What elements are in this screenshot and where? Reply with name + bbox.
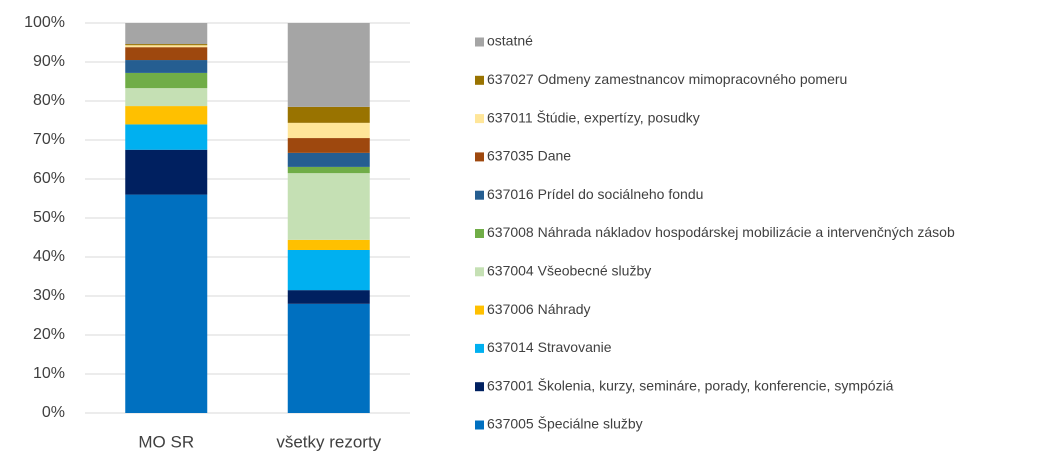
y-tick-label: 10% xyxy=(33,365,65,382)
legend-label: ostatné xyxy=(487,33,533,49)
legend-label: 637008 Náhrada nákladov hospodárskej mob… xyxy=(487,224,955,240)
legend-label: 637027 Odmeny zamestnancov mimopracovnéh… xyxy=(487,71,847,87)
legend-swatch xyxy=(475,420,484,430)
bar-segment xyxy=(125,45,208,48)
legend-label: 637011 Štúdie, expertízy, posudky xyxy=(487,109,700,125)
y-tick-label: 100% xyxy=(24,14,65,31)
bar-segment xyxy=(125,60,208,73)
legend-swatch xyxy=(475,75,484,85)
y-tick-label: 40% xyxy=(33,248,65,265)
bar-segment xyxy=(287,138,370,153)
legend-swatch xyxy=(475,305,484,315)
bar-segment xyxy=(125,106,208,125)
y-tick-label: 30% xyxy=(33,287,65,304)
y-tick-label: 70% xyxy=(33,131,65,148)
bar-segment xyxy=(287,173,370,240)
legend-label: 637016 Prídel do sociálneho fondu xyxy=(487,186,703,202)
bar-segment xyxy=(125,72,208,89)
y-tick-label: 0% xyxy=(42,404,65,421)
bar-segment xyxy=(287,122,370,139)
legend-swatch xyxy=(475,229,484,238)
legend-label: 637004 Všeobecné služby xyxy=(487,263,651,279)
x-tick-label: MO SR xyxy=(138,432,194,451)
bar-segment xyxy=(125,124,208,150)
bar-segment xyxy=(125,194,208,413)
legend-swatch xyxy=(475,267,484,277)
x-tick-label: všetky rezorty xyxy=(276,432,381,451)
bar-segment xyxy=(125,47,208,61)
legend-swatch xyxy=(475,343,484,353)
y-tick-label: 60% xyxy=(33,170,65,187)
legend-swatch xyxy=(475,114,484,124)
legend-label: 637035 Dane xyxy=(487,148,571,164)
bar-segment xyxy=(125,44,208,46)
bar-segment xyxy=(287,166,370,174)
legend-label: 637006 Náhrady xyxy=(487,301,591,317)
bar-segment xyxy=(287,239,370,250)
y-tick-label: 20% xyxy=(33,326,65,343)
legend-label: 637014 Stravovanie xyxy=(487,339,612,355)
bar-segment xyxy=(287,106,370,123)
bar-segment xyxy=(125,88,208,107)
y-tick-label: 90% xyxy=(33,53,65,70)
y-tick-label: 80% xyxy=(33,92,65,109)
bar-segment xyxy=(287,303,370,413)
legend-swatch xyxy=(475,152,484,162)
legend-swatch xyxy=(475,37,484,47)
legend-swatch xyxy=(475,190,484,200)
bar-segment xyxy=(287,23,370,107)
legend-label: 637005 Špeciálne služby xyxy=(487,416,643,432)
legend-swatch xyxy=(475,382,484,392)
bar-segment xyxy=(125,149,208,195)
bar-segment xyxy=(287,152,370,167)
bar-segment xyxy=(125,23,208,45)
y-tick-label: 50% xyxy=(33,209,65,226)
bar-segment xyxy=(287,290,370,304)
bar-segment xyxy=(287,249,370,291)
legend-label: 637001 Školenia, kurzy, semináre, porady… xyxy=(487,377,894,393)
